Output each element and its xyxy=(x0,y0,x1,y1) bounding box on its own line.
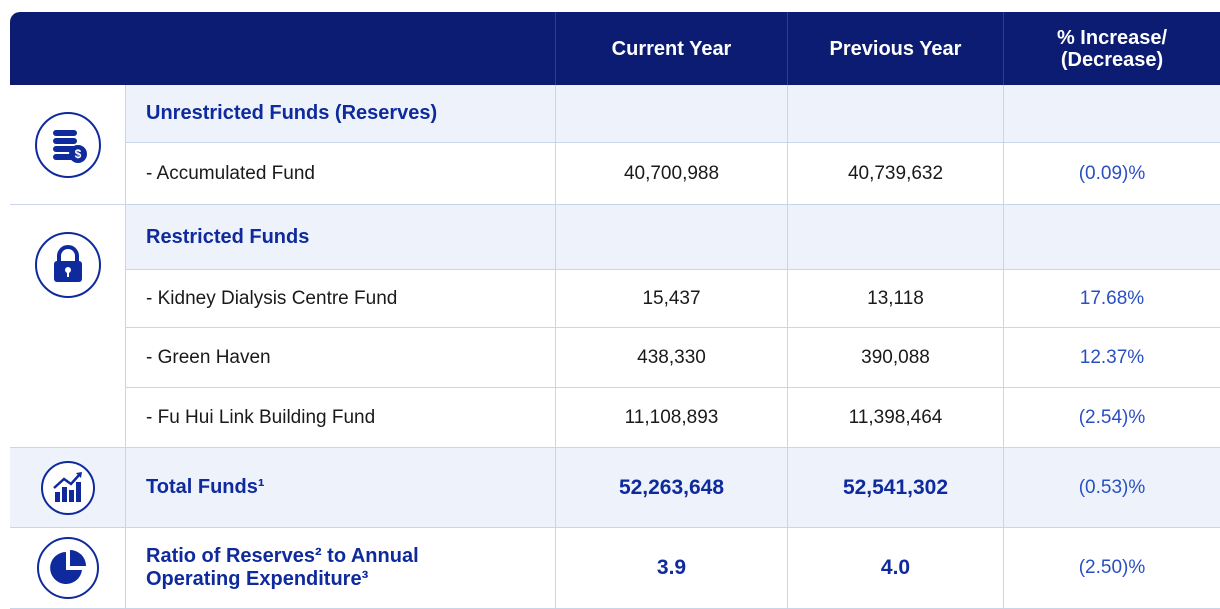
header-bar xyxy=(10,12,1220,85)
change-value: (0.09)% xyxy=(1003,143,1220,205)
current-value: 438,330 xyxy=(555,328,787,388)
previous-value: 390,088 xyxy=(787,328,1003,388)
previous-value: 13,118 xyxy=(787,270,1003,328)
icon-cell xyxy=(10,205,125,448)
cell xyxy=(1003,205,1220,270)
header-text: Previous Year xyxy=(829,37,962,60)
row-label: - Green Haven xyxy=(125,328,555,388)
cell xyxy=(555,205,787,270)
current-value: 40,700,988 xyxy=(555,143,787,205)
row-label: - Accumulated Fund xyxy=(125,143,555,205)
change-value: 17.68% xyxy=(1003,270,1220,328)
ratio-label: Ratio of Reserves² to Annual xyxy=(146,545,419,567)
current-value: 52,263,648 xyxy=(555,448,787,528)
cell xyxy=(555,85,787,143)
current-value: 3.9 xyxy=(555,528,787,609)
change-value: (2.54)% xyxy=(1003,388,1220,448)
previous-value: 4.0 xyxy=(787,528,1003,609)
change-value: 12.37% xyxy=(1003,328,1220,388)
lock-icon xyxy=(34,232,101,298)
previous-value: 40,739,632 xyxy=(787,143,1003,205)
row-label: Ratio of Reserves² to Annual Operating Ex… xyxy=(125,528,555,609)
total-label: Total Funds¹ xyxy=(146,476,265,498)
cell: Restricted Funds xyxy=(125,205,555,270)
pie-icon xyxy=(36,537,99,599)
header-cell: Previous Year xyxy=(787,12,1003,85)
previous-value: 52,541,302 xyxy=(787,448,1003,528)
ratio-label: Operating Expenditure³ xyxy=(146,568,369,590)
header-text: % Increase/ xyxy=(1056,26,1168,49)
cell: Unrestricted Funds (Reserves) xyxy=(125,85,555,143)
row-label: - Fu Hui Link Building Fund xyxy=(125,388,555,448)
header-text: Current Year xyxy=(611,37,732,60)
icon-cell: $ xyxy=(10,85,125,205)
svg-text:$: $ xyxy=(74,147,81,161)
row-label: Total Funds¹ xyxy=(125,448,555,528)
row-label: - Kidney Dialysis Centre Fund xyxy=(125,270,555,328)
change-value: (2.50)% xyxy=(1003,528,1220,609)
current-value: 15,437 xyxy=(555,270,787,328)
header-text: (Decrease) xyxy=(1060,48,1164,71)
icon-cell xyxy=(10,528,125,609)
chart-icon xyxy=(40,460,95,515)
current-value: 11,108,893 xyxy=(555,388,787,448)
header-cell: Current Year xyxy=(555,12,787,85)
section-title: Unrestricted Funds (Reserves) xyxy=(146,102,438,124)
section-title: Restricted Funds xyxy=(146,225,310,248)
change-value: (0.53)% xyxy=(1003,448,1220,528)
icon-cell xyxy=(10,448,125,528)
cell xyxy=(787,205,1003,270)
previous-value: 11,398,464 xyxy=(787,388,1003,448)
header-cell: % Increase/(Decrease) xyxy=(1003,12,1220,85)
coins-icon: $ xyxy=(34,111,101,178)
cell xyxy=(787,85,1003,143)
cell xyxy=(1003,85,1220,143)
